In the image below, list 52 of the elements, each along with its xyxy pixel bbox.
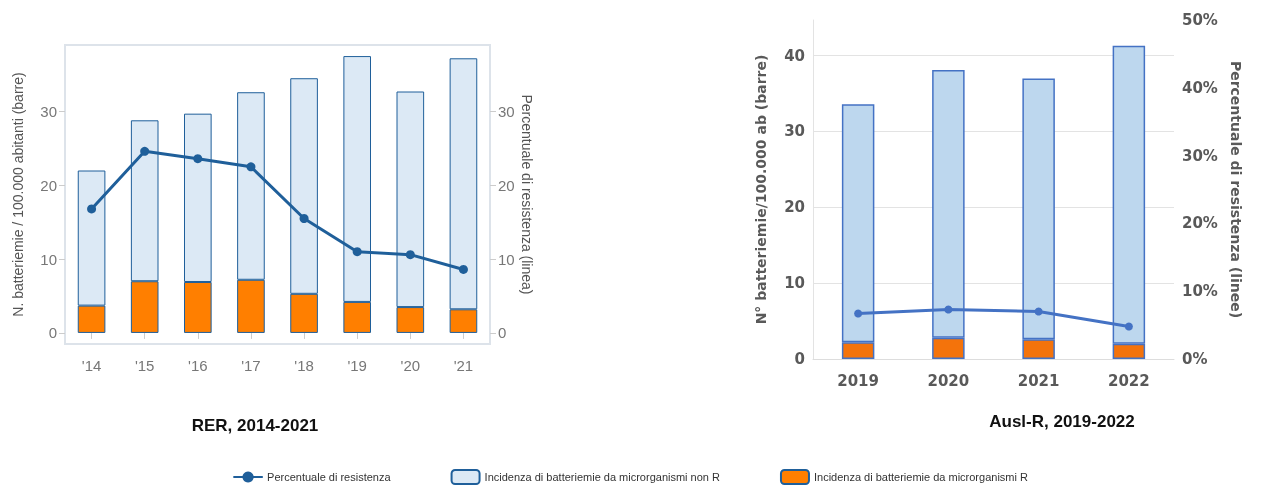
- legend-label: Percentuale di resistenza: [267, 471, 392, 483]
- y2-tick-label: 30: [498, 102, 515, 120]
- point: [1034, 307, 1043, 316]
- y2-tick-label: 20%: [1182, 214, 1218, 233]
- point: [193, 154, 203, 164]
- point: [352, 247, 362, 257]
- y-tick-label: 30: [784, 122, 805, 141]
- text: RER, 2014-2021: [191, 416, 319, 435]
- y2-tick-label: 50%: [1182, 11, 1218, 29]
- point: [299, 214, 309, 223]
- y2-tick-label: 0: [498, 324, 507, 342]
- x-tick-label: '20: [400, 357, 421, 374]
- y-tick-label: 40: [784, 46, 805, 65]
- x-tick-label: 2020: [927, 371, 970, 390]
- point: [246, 162, 256, 172]
- x-tick-label: 2019: [837, 371, 879, 390]
- legend-label: Incidenza di batteriemie da microrganismi R: [813, 471, 1028, 483]
- y-tick-label: 10: [40, 250, 57, 268]
- y-tick-label: 0: [48, 324, 57, 342]
- point: [944, 305, 953, 314]
- y-tick-label: 30: [40, 102, 57, 120]
- text: Ausl-R, 2019-2022: [989, 412, 1135, 431]
- y-axis-title: N° batteriemie/100.000 ab (barre): [753, 54, 769, 325]
- point: [87, 204, 97, 214]
- y2-tick-label: 40%: [1182, 78, 1218, 97]
- x-tick-label: '16: [188, 357, 208, 374]
- x-tick-label: '15: [134, 357, 155, 374]
- x-tick-label: '19: [347, 357, 367, 374]
- y2-tick-label: 30%: [1182, 146, 1218, 165]
- point: [405, 250, 415, 260]
- y2-tick-label: 20: [498, 176, 515, 194]
- x-tick-label: '17: [241, 357, 261, 374]
- x-tick-label: '18: [294, 357, 314, 374]
- x-tick-label: 2021: [1017, 371, 1060, 390]
- legend-label: Incidenza di batteriemie da microrganismi non R: [484, 471, 721, 483]
- y-tick-label: 10: [784, 274, 805, 293]
- x-tick-label: '14: [81, 357, 102, 374]
- y-axis-title: N. batteriemie / 100.000 abitanti (barre): [10, 72, 26, 317]
- y2-axis-title: Percentuale di resistenza (linee): [1227, 60, 1244, 319]
- point: [854, 309, 863, 318]
- x-tick-label: '21: [453, 357, 474, 374]
- point: [140, 146, 150, 156]
- y-tick-label: 0: [794, 350, 805, 368]
- y2-tick-label: 0%: [1182, 350, 1208, 368]
- point: [458, 264, 468, 274]
- y2-axis-title: Percentuale di resistenza (linea): [519, 94, 535, 295]
- y2-tick-label: 10: [498, 250, 515, 268]
- y-tick-label: 20: [784, 198, 805, 217]
- y2-tick-label: 10%: [1182, 282, 1218, 301]
- x-tick-label: 2022: [1108, 371, 1150, 390]
- y-tick-label: 20: [40, 176, 57, 194]
- point: [1124, 322, 1133, 331]
